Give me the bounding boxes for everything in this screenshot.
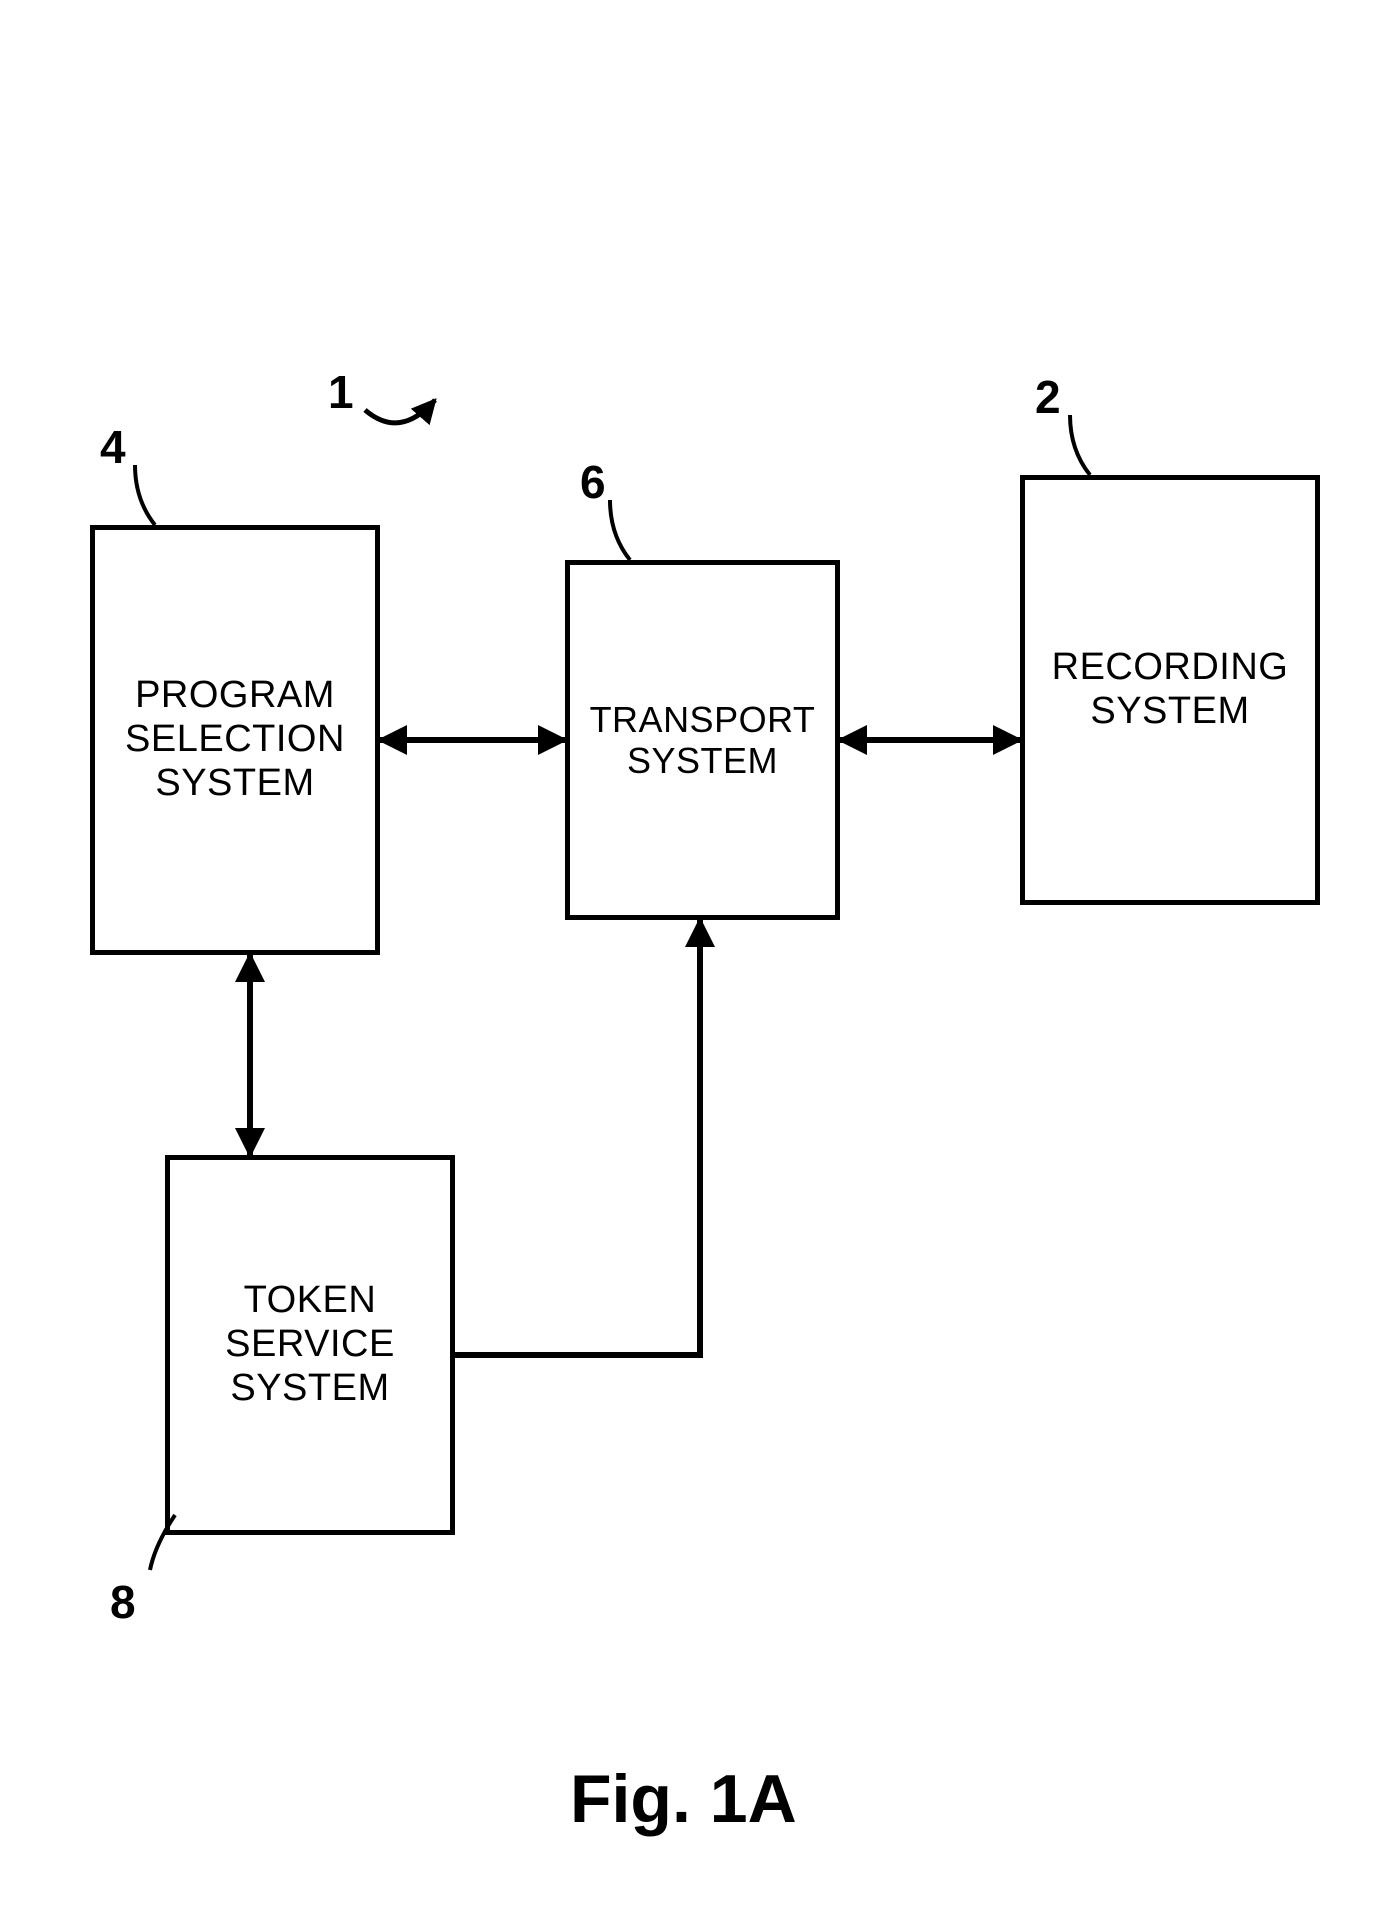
connector-overlay xyxy=(0,0,1388,1921)
leader-6 xyxy=(610,500,630,560)
ref-label-4: 4 xyxy=(100,420,126,474)
ref-label-6: 6 xyxy=(580,455,606,509)
box-program-selection-label: PROGRAM SELECTION SYSTEM xyxy=(125,674,345,805)
box-recording-label: RECORDING SYSTEM xyxy=(1052,646,1289,733)
box-token-service: TOKEN SERVICE SYSTEM xyxy=(165,1155,455,1535)
box-recording: RECORDING SYSTEM xyxy=(1020,475,1320,905)
figure-label: Fig. 1A xyxy=(570,1760,797,1838)
box-program-selection: PROGRAM SELECTION SYSTEM xyxy=(90,525,380,955)
diagram-canvas: PROGRAM SELECTION SYSTEM TRANSPORT SYSTE… xyxy=(0,0,1388,1921)
box-transport: TRANSPORT SYSTEM xyxy=(565,560,840,920)
ref-label-2: 2 xyxy=(1035,370,1061,424)
leader-4 xyxy=(135,465,155,525)
ref-1-curve xyxy=(365,400,435,423)
box-transport-label: TRANSPORT SYSTEM xyxy=(590,699,816,782)
edge-token-transport xyxy=(455,920,700,1355)
leader-2 xyxy=(1070,415,1090,475)
ref-label-1: 1 xyxy=(328,365,354,419)
ref-label-8: 8 xyxy=(110,1575,136,1629)
box-token-service-label: TOKEN SERVICE SYSTEM xyxy=(225,1279,395,1410)
